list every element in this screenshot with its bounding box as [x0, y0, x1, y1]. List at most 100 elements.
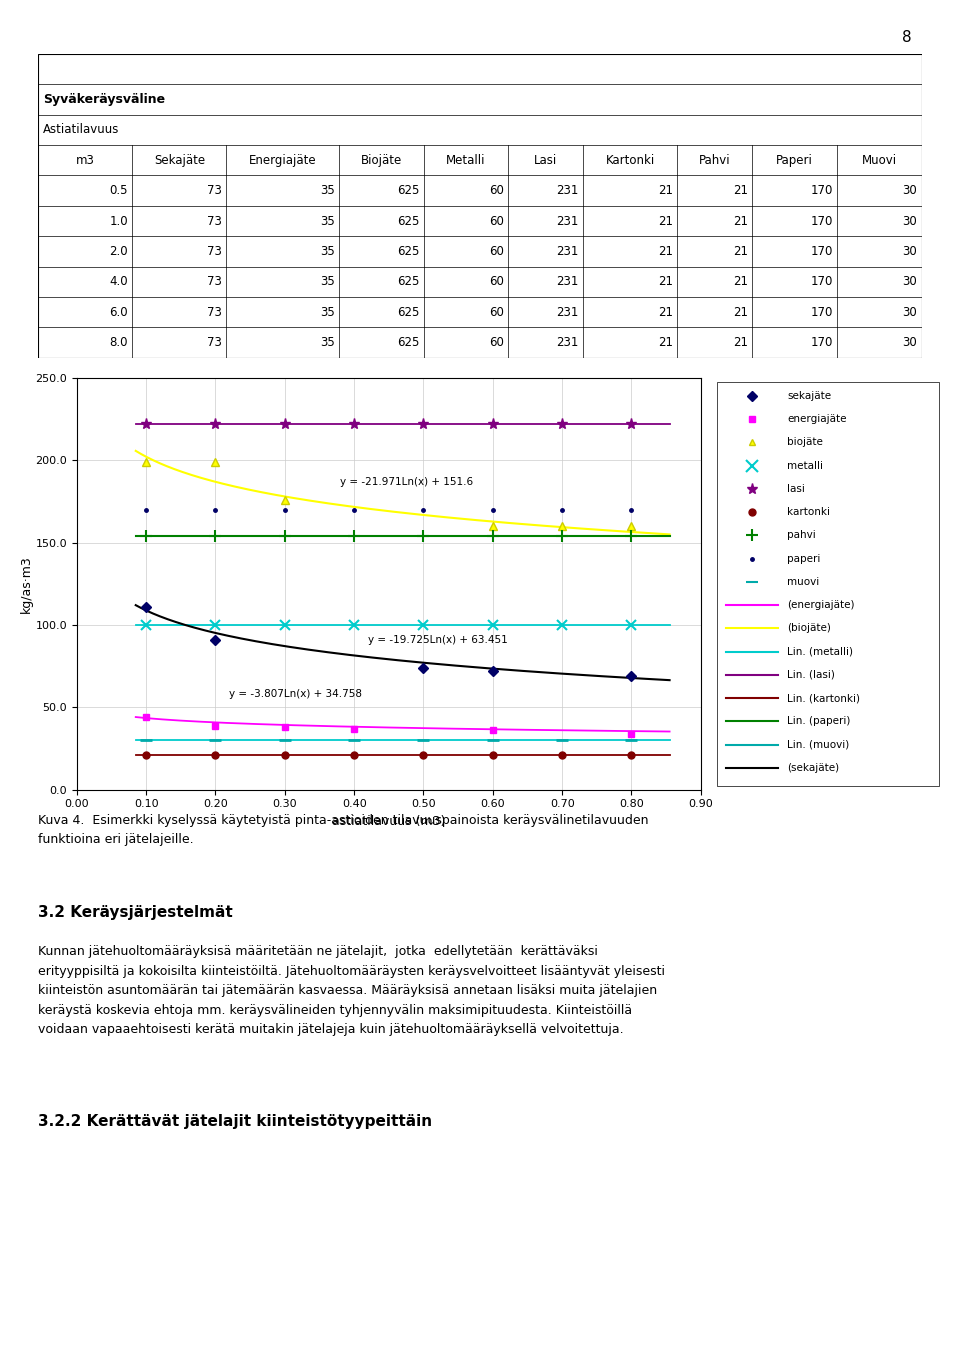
Text: Lin. (kartonki): Lin. (kartonki) [787, 693, 860, 703]
Text: 35: 35 [320, 244, 335, 258]
Text: Biojäte: Biojäte [361, 154, 402, 167]
Text: energiajäte: energiajäte [787, 414, 847, 424]
Text: 21: 21 [658, 215, 673, 228]
Text: 73: 73 [207, 336, 222, 350]
Text: 60: 60 [489, 275, 504, 289]
Text: 3.2 Keräysjärjestelmät: 3.2 Keräysjärjestelmät [38, 904, 233, 919]
Text: 6.0: 6.0 [109, 305, 128, 319]
Text: 170: 170 [810, 244, 832, 258]
Text: biojäte: biojäte [787, 437, 824, 447]
Text: Energiajäte: Energiajäte [249, 154, 317, 167]
Text: 231: 231 [557, 244, 579, 258]
Text: 21: 21 [733, 275, 748, 289]
Text: 60: 60 [489, 184, 504, 197]
Text: 21: 21 [733, 215, 748, 228]
Text: y = -3.807Ln(x) + 34.758: y = -3.807Ln(x) + 34.758 [229, 688, 362, 699]
Text: 35: 35 [320, 275, 335, 289]
Text: 60: 60 [489, 336, 504, 350]
Text: 30: 30 [902, 215, 917, 228]
Text: funktioina eri jätelajeille.: funktioina eri jätelajeille. [38, 833, 194, 846]
Text: (energiajäte): (energiajäte) [787, 599, 855, 610]
Text: 625: 625 [396, 184, 420, 197]
Text: 21: 21 [658, 336, 673, 350]
Text: kiinteistön asuntomäärän tai jätemäärän kasvaessa. Määräyksisä annetaan lisäksi : kiinteistön asuntomäärän tai jätemäärän … [38, 984, 658, 998]
Text: 0.5: 0.5 [109, 184, 128, 197]
Text: Lasi: Lasi [534, 154, 558, 167]
Text: 625: 625 [396, 275, 420, 289]
Text: 170: 170 [810, 184, 832, 197]
Text: Syväkeräysväline: Syväkeräysväline [43, 93, 165, 107]
Text: Muovi: Muovi [862, 154, 897, 167]
Text: sekajäte: sekajäte [787, 390, 831, 401]
Text: voidaan vapaaehtoisesti kerätä muitakin jätelajeja kuin jätehuoltomääräyksellä v: voidaan vapaaehtoisesti kerätä muitakin … [38, 1023, 624, 1037]
Text: 2.0: 2.0 [109, 244, 128, 258]
Text: 8.0: 8.0 [109, 336, 128, 350]
Text: erityyppisiltä ja kokoisilta kiinteistöiltä. Jätehuoltomääräysten keräysvelvoitt: erityyppisiltä ja kokoisilta kiinteistöi… [38, 964, 665, 977]
Text: 35: 35 [320, 305, 335, 319]
Text: paperi: paperi [787, 554, 821, 563]
Text: 73: 73 [207, 305, 222, 319]
Text: lasi: lasi [787, 483, 805, 494]
Text: 35: 35 [320, 336, 335, 350]
Text: metalli: metalli [787, 460, 824, 471]
Text: m3: m3 [76, 154, 95, 167]
Text: 30: 30 [902, 275, 917, 289]
Text: 4.0: 4.0 [109, 275, 128, 289]
Text: 60: 60 [489, 305, 504, 319]
Text: kartonki: kartonki [787, 508, 830, 517]
Text: Sekajäte: Sekajäte [154, 154, 204, 167]
Text: Lin. (metalli): Lin. (metalli) [787, 647, 853, 656]
Text: (sekajäte): (sekajäte) [787, 763, 839, 772]
Text: Metalli: Metalli [446, 154, 486, 167]
Text: Lin. (lasi): Lin. (lasi) [787, 670, 835, 680]
Text: 170: 170 [810, 215, 832, 228]
Text: 231: 231 [557, 336, 579, 350]
Text: 170: 170 [810, 275, 832, 289]
Text: 1.0: 1.0 [109, 215, 128, 228]
Text: 170: 170 [810, 336, 832, 350]
Text: Paperi: Paperi [777, 154, 813, 167]
Text: 231: 231 [557, 275, 579, 289]
Text: 21: 21 [733, 244, 748, 258]
Text: 21: 21 [733, 336, 748, 350]
Text: 625: 625 [396, 244, 420, 258]
Text: muovi: muovi [787, 576, 820, 587]
Text: 73: 73 [207, 215, 222, 228]
Text: Kunnan jätehuoltomääräyksisä määritetään ne jätelajit,  jotka  edellytetään  ker: Kunnan jätehuoltomääräyksisä määritetään… [38, 945, 598, 958]
Text: pahvi: pahvi [787, 531, 816, 540]
Text: y = -19.725Ln(x) + 63.451: y = -19.725Ln(x) + 63.451 [368, 634, 508, 645]
Y-axis label: kg/as·m3: kg/as·m3 [19, 555, 33, 613]
Text: Lin. (paperi): Lin. (paperi) [787, 717, 851, 726]
Text: 625: 625 [396, 305, 420, 319]
Text: (biojäte): (biojäte) [787, 624, 831, 633]
Text: 30: 30 [902, 184, 917, 197]
Text: 73: 73 [207, 275, 222, 289]
Text: 35: 35 [320, 215, 335, 228]
X-axis label: astiatilavuus (m3): astiatilavuus (m3) [332, 815, 445, 828]
Text: 21: 21 [658, 305, 673, 319]
Text: 625: 625 [396, 215, 420, 228]
Text: 30: 30 [902, 244, 917, 258]
Text: keräystä koskevia ehtoja mm. keräysvälineiden tyhjennyvälin maksimipituudesta. K: keräystä koskevia ehtoja mm. keräysvälin… [38, 1004, 633, 1017]
Text: 8: 8 [902, 30, 912, 45]
Text: Pahvi: Pahvi [699, 154, 731, 167]
Text: 60: 60 [489, 215, 504, 228]
Text: 625: 625 [396, 336, 420, 350]
Text: 21: 21 [658, 244, 673, 258]
Text: 21: 21 [733, 184, 748, 197]
Text: 21: 21 [658, 275, 673, 289]
Text: 231: 231 [557, 184, 579, 197]
Text: 170: 170 [810, 305, 832, 319]
Text: 35: 35 [320, 184, 335, 197]
Text: 30: 30 [902, 305, 917, 319]
Text: 21: 21 [733, 305, 748, 319]
Text: y = -21.971Ln(x) + 151.6: y = -21.971Ln(x) + 151.6 [340, 477, 473, 487]
Text: 231: 231 [557, 215, 579, 228]
Text: 3.2.2 Kerättävät jätelajit kiinteistötyypeittäin: 3.2.2 Kerättävät jätelajit kiinteistötyy… [38, 1114, 433, 1129]
Text: 231: 231 [557, 305, 579, 319]
Text: 21: 21 [658, 184, 673, 197]
Text: Kuva 4.  Esimerkki kyselyssä käytetyistä pinta-astioiden tilavuuspainoista keräy: Kuva 4. Esimerkki kyselyssä käytetyistä … [38, 814, 649, 828]
Text: 73: 73 [207, 184, 222, 197]
Text: 73: 73 [207, 244, 222, 258]
Text: Astiatilavuus: Astiatilavuus [43, 123, 119, 136]
